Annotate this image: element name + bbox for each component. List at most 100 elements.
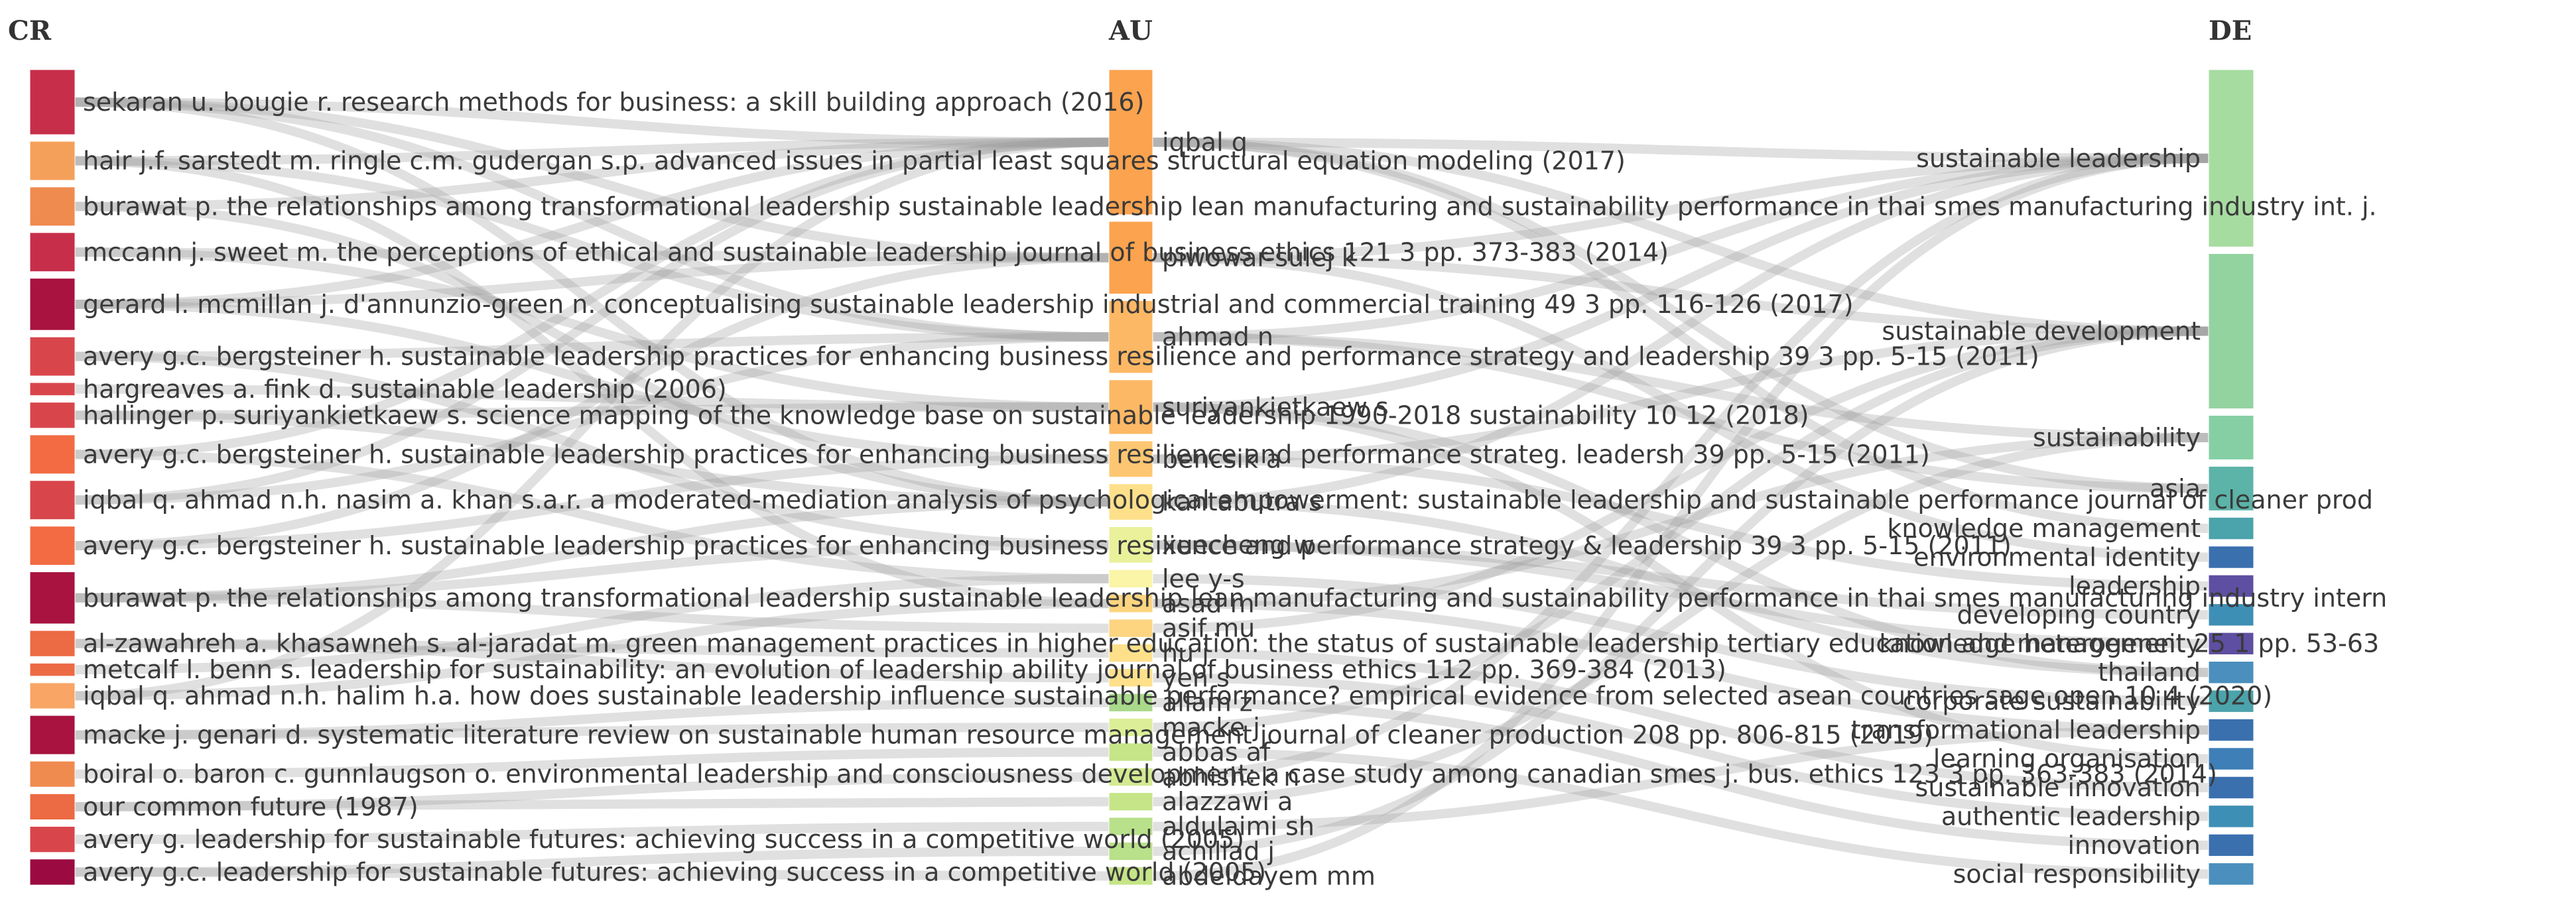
flow-au-de <box>1152 599 2209 735</box>
de-node-label: sustainable innovation <box>1915 773 2201 802</box>
de-node-label: learning organisation <box>1933 745 2201 774</box>
de-node-bar[interactable] <box>2208 253 2254 410</box>
de-node-bar[interactable] <box>2208 632 2254 655</box>
cr-node-bar[interactable] <box>29 859 76 886</box>
au-node-bar[interactable] <box>1108 643 1153 663</box>
de-node-label: thailand <box>2098 658 2201 687</box>
cr-node-label: hargreaves a. fink d. sustainable leader… <box>83 375 727 404</box>
cr-node-bar[interactable] <box>29 793 76 821</box>
flow-cr-au <box>74 253 1110 309</box>
cr-node-bar[interactable] <box>29 480 76 520</box>
au-node-label: abhishek n <box>1162 762 1299 792</box>
de-node-bar[interactable] <box>2208 603 2254 627</box>
flow-au-de <box>1152 253 2209 336</box>
node-labels: sekaran u. bougie r. research methods fo… <box>83 88 2387 890</box>
column-header-au: AU <box>1108 15 1153 46</box>
flow-au-de <box>1152 153 2209 507</box>
au-node-bar[interactable] <box>1108 594 1153 613</box>
flow-cr-au <box>74 454 1110 551</box>
au-node-bar[interactable] <box>1108 440 1153 478</box>
au-node-bar[interactable] <box>1108 569 1153 589</box>
flow-cr-au <box>74 599 1110 701</box>
au-node-bar[interactable] <box>1108 743 1153 762</box>
cr-node-label: avery g.c. bergsteiner h. sustainable le… <box>83 342 2039 371</box>
cr-node-bar[interactable] <box>29 141 76 181</box>
flow-cr-au <box>74 821 1110 845</box>
cr-node-bar[interactable] <box>29 232 76 272</box>
au-node-bar[interactable] <box>1108 526 1153 564</box>
cr-node-bar[interactable] <box>29 826 76 853</box>
au-node-bar[interactable] <box>1108 693 1153 712</box>
de-node-bar[interactable] <box>2208 747 2254 770</box>
de-node-bar[interactable] <box>2208 546 2254 569</box>
au-node-bar[interactable] <box>1108 717 1153 737</box>
cr-node-label: avery g.c. leadership for sustainable fu… <box>83 857 1266 886</box>
de-node-bar[interactable] <box>2208 863 2254 886</box>
de-node-label: corporate sustainability <box>1903 687 2201 716</box>
au-node-bar[interactable] <box>1108 817 1153 836</box>
au-node-bar[interactable] <box>1108 619 1153 638</box>
cr-node-label: metcalf l. benn s. leadership for sustai… <box>83 655 1726 684</box>
flow-au-de <box>1152 332 2209 493</box>
au-node-label: alazzawi a <box>1162 787 1293 816</box>
de-node-label: environmental identity <box>1913 542 2201 571</box>
au-node-bar[interactable] <box>1108 483 1153 520</box>
au-node-bar[interactable] <box>1108 668 1153 688</box>
flow-au-de <box>1152 433 2209 609</box>
cr-node-bar[interactable] <box>29 760 76 788</box>
flow-au-de <box>1152 153 2209 881</box>
de-node-bar[interactable] <box>2208 718 2254 742</box>
au-node-label: achillad j <box>1162 837 1275 866</box>
cr-node-bar[interactable] <box>29 571 76 625</box>
cr-node-bar[interactable] <box>29 336 76 377</box>
au-node-bar[interactable] <box>1108 379 1153 435</box>
cr-node-bar[interactable] <box>29 434 76 475</box>
au-node-bar[interactable] <box>1108 69 1153 215</box>
de-node-bar[interactable] <box>2208 776 2254 800</box>
cr-node-label: boiral o. baron c. gunnlaugson o. enviro… <box>83 760 2217 789</box>
cr-node-bar[interactable] <box>29 382 76 396</box>
de-node-bar[interactable] <box>2208 574 2254 598</box>
cr-node-label: iqbal q. ahmad n.h. halim h.a. how does … <box>83 682 2272 711</box>
au-node-label: xuecheng w <box>1162 530 1315 560</box>
cr-node-bar[interactable] <box>29 69 76 135</box>
cr-node-bar[interactable] <box>29 402 76 429</box>
cr-node-bar[interactable] <box>29 186 76 227</box>
flow-au-de <box>1152 697 2209 850</box>
flow-au-de <box>1152 747 2209 879</box>
flow-au-de <box>1152 540 2209 620</box>
de-node-bar[interactable] <box>2208 805 2254 828</box>
au-node-bar[interactable] <box>1108 792 1153 811</box>
au-node-label: hu j <box>1162 638 1209 668</box>
de-node-label: knowledge management <box>1887 514 2201 543</box>
flow-cr-au <box>74 497 1110 603</box>
cr-node-label: burawat p. the relationships among trans… <box>83 583 2387 613</box>
cr-node-bar[interactable] <box>29 682 76 709</box>
flow-cr-au <box>74 846 1110 877</box>
cr-node-bar[interactable] <box>29 662 76 677</box>
au-node-label: asad m <box>1162 589 1255 618</box>
flow-au-de <box>1152 137 2209 163</box>
de-node-bar[interactable] <box>2208 516 2254 540</box>
au-node-bar[interactable] <box>1108 867 1153 886</box>
cr-node-bar[interactable] <box>29 526 76 566</box>
de-node-label: authentic leadership <box>1941 802 2201 831</box>
de-node-bar[interactable] <box>2208 689 2254 713</box>
au-node-bar[interactable] <box>1108 221 1153 294</box>
au-node-bar[interactable] <box>1108 300 1153 374</box>
au-node-bar[interactable] <box>1108 767 1153 787</box>
de-node-bar[interactable] <box>2208 661 2254 684</box>
de-node-bar[interactable] <box>2208 415 2254 460</box>
de-node-bar[interactable] <box>2208 465 2254 511</box>
cr-node-bar[interactable] <box>29 715 76 755</box>
de-node-bar[interactable] <box>2208 69 2254 247</box>
au-node-label: abdeldayem mm <box>1162 861 1376 890</box>
flow-au-de <box>1152 153 2209 263</box>
au-node-bar[interactable] <box>1108 841 1153 861</box>
flow-cr-au <box>74 638 1110 658</box>
cr-node-bar[interactable] <box>29 630 76 657</box>
flow-au-de <box>1152 573 2209 706</box>
de-node-bar[interactable] <box>2208 833 2254 857</box>
cr-node-bar[interactable] <box>29 278 76 331</box>
de-node-label: sustainable development <box>1882 317 2201 346</box>
